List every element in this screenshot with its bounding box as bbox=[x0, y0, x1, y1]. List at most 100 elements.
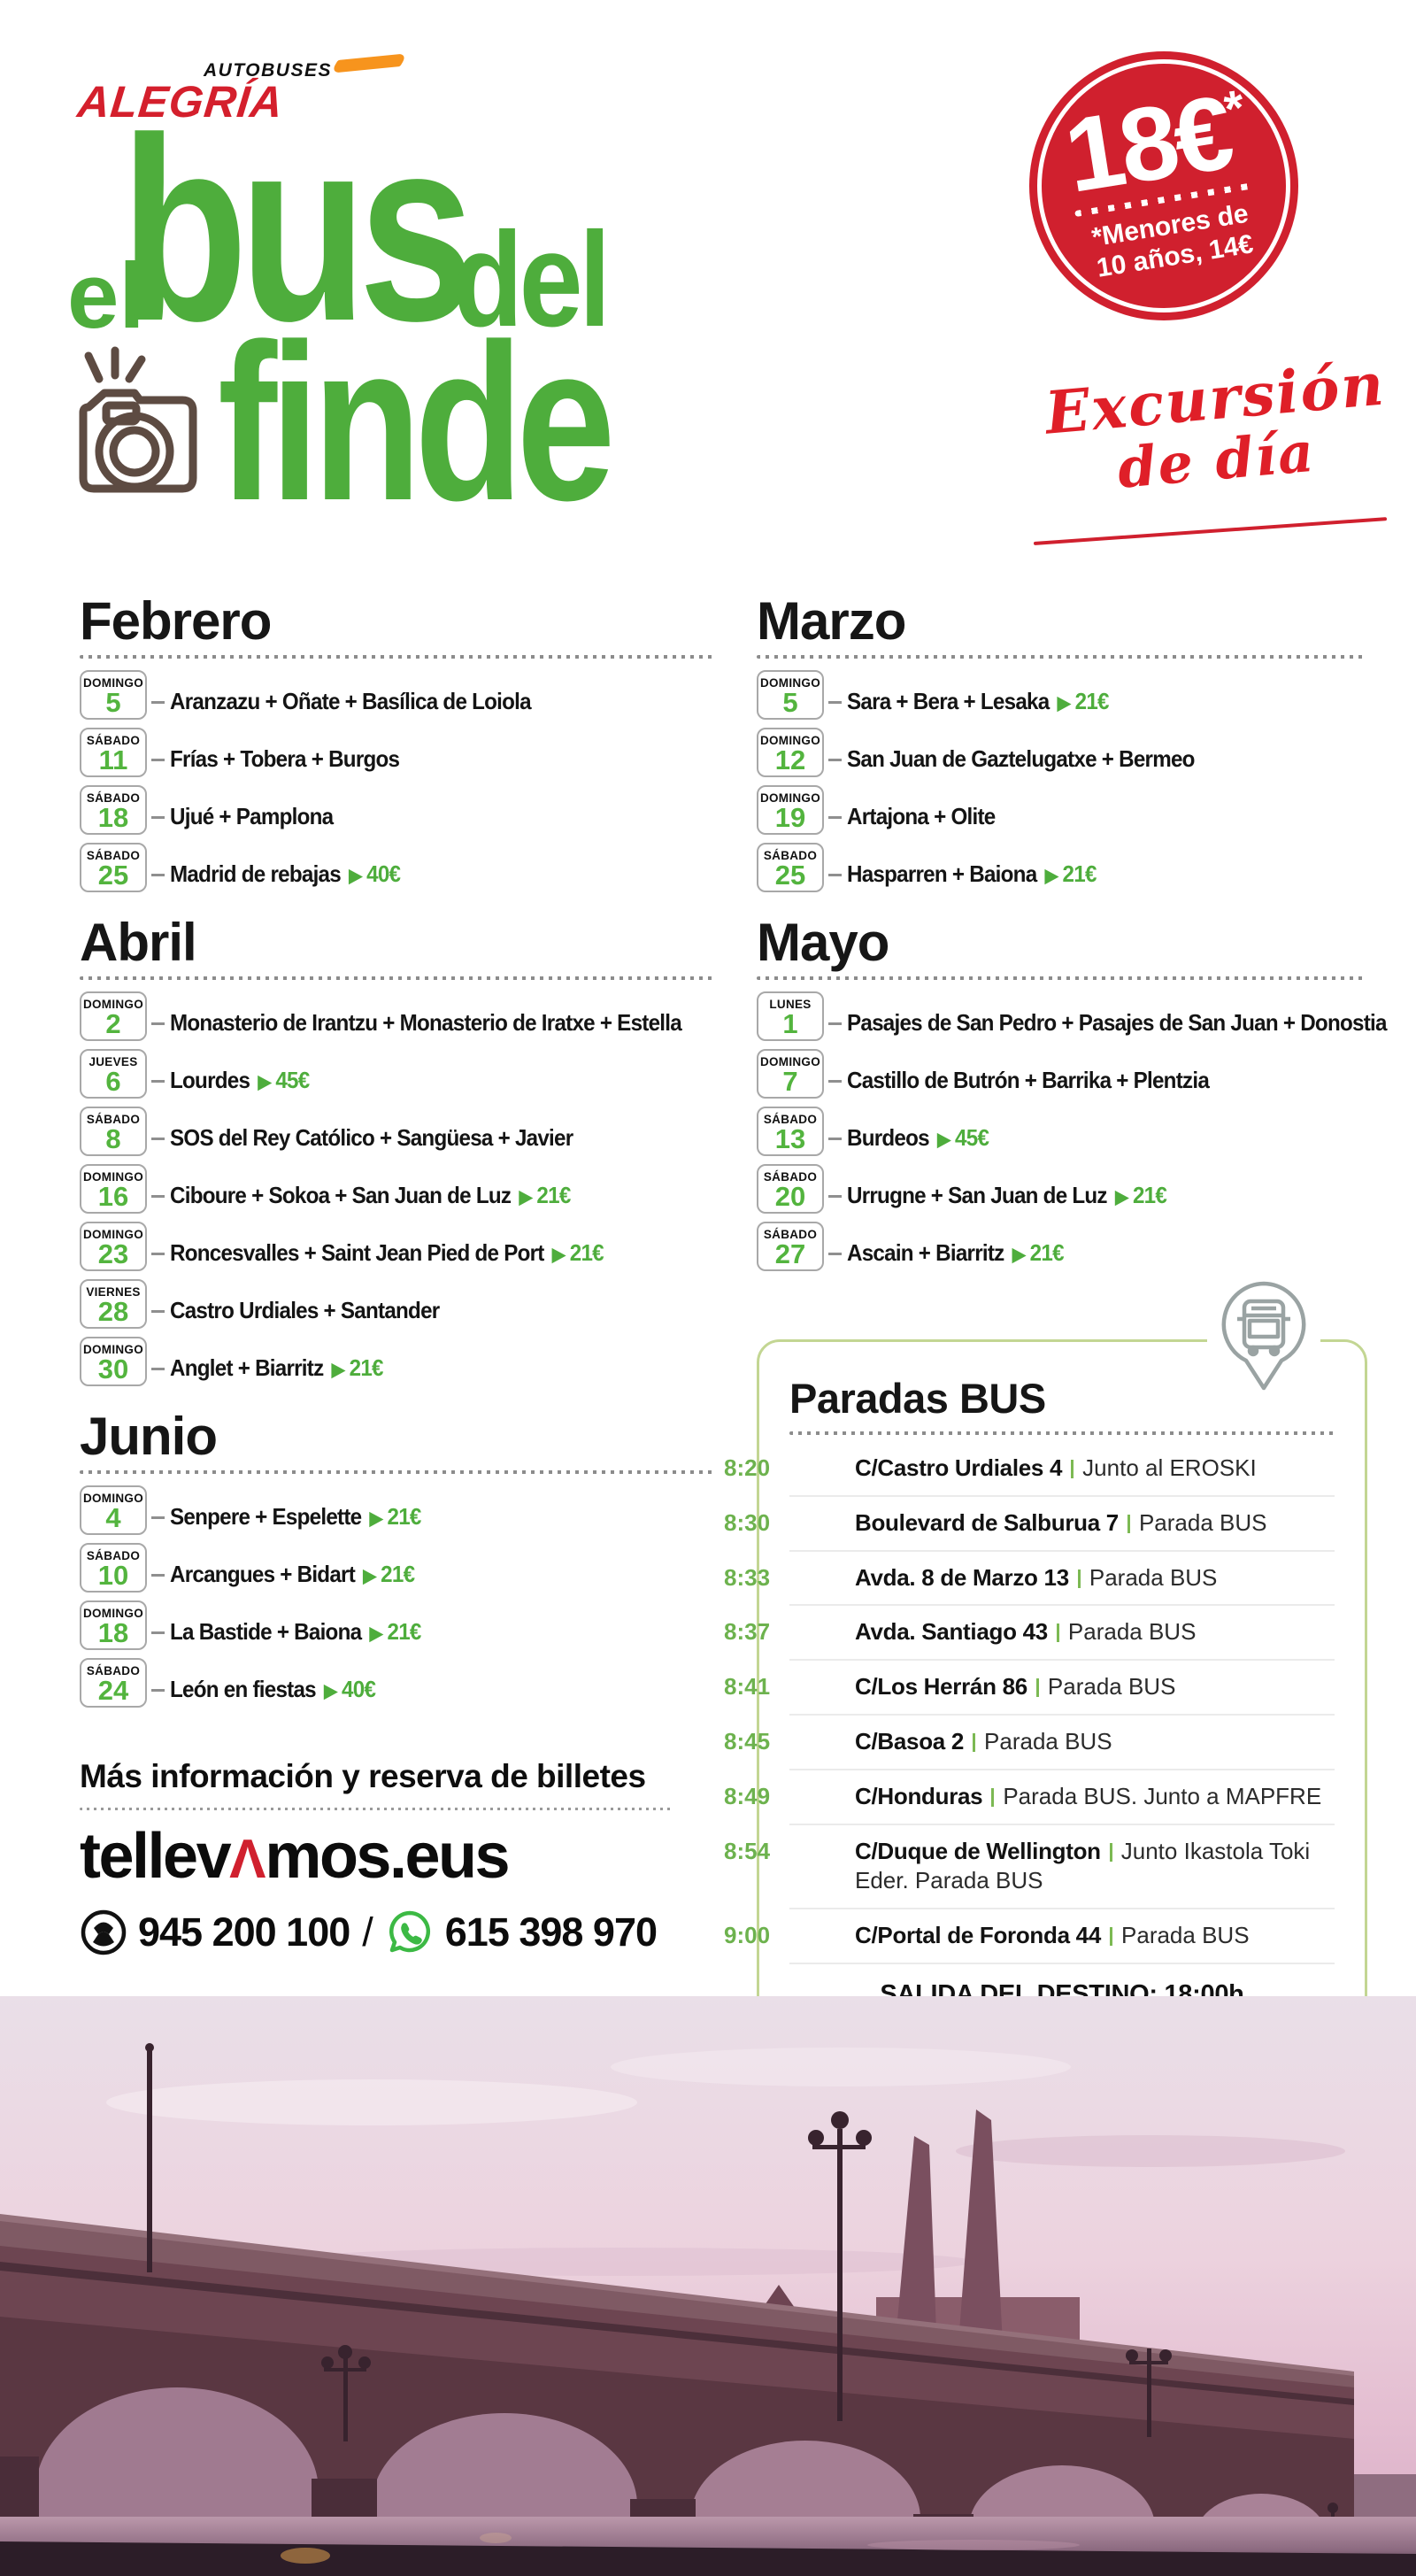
event-date-badge: VIERNES 28 bbox=[80, 1279, 147, 1329]
event-destination-text: Ascain + Biarritz bbox=[847, 1238, 1004, 1266]
event-row: DOMINGO 5 Aranzazu + Oñate + Basílica de… bbox=[80, 669, 717, 721]
event-day-label: SÁBADO bbox=[86, 791, 141, 805]
event-date-number: 7 bbox=[782, 1066, 798, 1097]
event-price: ▶ 21€ bbox=[355, 1560, 415, 1587]
event-date-badge: JUEVES 6 bbox=[80, 1049, 147, 1099]
event-row: SÁBADO 8 SOS del Rey Católico + Sangüesa… bbox=[80, 1106, 717, 1157]
event-row: SÁBADO 13 Burdeos ▶ 45€ bbox=[757, 1106, 1367, 1157]
stop-wrap: 8:54 C/Duque de Wellington Junto Ikastola … bbox=[724, 1837, 1335, 1897]
whatsapp-number[interactable]: 615 398 970 bbox=[444, 1909, 658, 1955]
event-connector bbox=[828, 700, 842, 704]
info-dotted-divider bbox=[80, 1808, 674, 1810]
event-connector bbox=[151, 1022, 165, 1025]
event-date-number: 8 bbox=[105, 1123, 121, 1154]
event-destination-text: SOS del Rey Católico + Sangüesa + Javier bbox=[170, 1123, 573, 1151]
event-date-badge: SÁBADO 24 bbox=[80, 1658, 147, 1708]
event-date-badge: DOMINGO 5 bbox=[80, 670, 147, 720]
paradas-card: Paradas BUS 8:20 C/Castro Urdiales 4 Junto… bbox=[724, 1276, 1367, 2048]
title-bus: bus bbox=[120, 83, 474, 375]
event-destination: Castro Urdiales + Santander bbox=[170, 1297, 440, 1324]
stop-row: 8:33 Avda. 8 de Marzo 13 Parada BUS bbox=[724, 1552, 1335, 1607]
event-day-label: SÁBADO bbox=[763, 1228, 818, 1241]
stop-time: 8:20 bbox=[724, 1454, 771, 1481]
event-row: DOMINGO 23 Roncesvalles + Saint Jean Pie… bbox=[80, 1221, 717, 1272]
month-events: DOMINGO 2 Monasterio de Irantzu + Monast… bbox=[80, 991, 717, 1387]
price-arrow-icon: ▶ bbox=[1057, 692, 1071, 713]
event-date-badge: DOMINGO 4 bbox=[80, 1485, 147, 1535]
event-row: SÁBADO 11 Frías + Tobera + Burgos bbox=[80, 727, 717, 778]
phone-number[interactable]: 945 200 100 bbox=[138, 1909, 350, 1955]
stop-separator-icon bbox=[1056, 1623, 1059, 1643]
bridge-photo bbox=[0, 1996, 1416, 2576]
stop-time: 8:49 bbox=[724, 1782, 771, 1809]
event-row: DOMINGO 12 San Juan de Gaztelugatxe + Be… bbox=[757, 727, 1367, 778]
stop-note: Parada BUS bbox=[984, 1727, 1112, 1755]
website-logo[interactable]: tellevΛmos.eus bbox=[80, 1824, 717, 1888]
lamp-posts bbox=[145, 2043, 1338, 2563]
event-destination-text: Ujué + Pamplona bbox=[170, 802, 334, 829]
event-day-label: DOMINGO bbox=[759, 676, 821, 690]
event-destination-text: Roncesvalles + Saint Jean Pied de Port bbox=[170, 1238, 544, 1266]
event-connector bbox=[151, 873, 165, 876]
event-price-value: 21€ bbox=[381, 1560, 415, 1587]
event-destination: Madrid de rebajas ▶ 40€ bbox=[170, 860, 401, 888]
event-date-number: 18 bbox=[97, 1617, 129, 1648]
info-heading: Más información y reserva de billetes bbox=[80, 1758, 646, 1794]
event-price-value: 21€ bbox=[349, 1354, 384, 1381]
event-date-number: 18 bbox=[97, 802, 129, 833]
event-row: DOMINGO 7 Castillo de Butrón + Barrika +… bbox=[757, 1048, 1367, 1099]
bridge-photo-art bbox=[0, 1996, 1416, 2576]
price-arrow-icon: ▶ bbox=[369, 1623, 383, 1644]
event-date-number: 19 bbox=[774, 802, 806, 833]
excursion-ribbon: Excursión de día bbox=[1043, 346, 1416, 506]
event-day-label: DOMINGO bbox=[82, 1492, 144, 1505]
stop-note: Parada BUS bbox=[1121, 1922, 1250, 1949]
stop-row: 8:45 C/Basoa 2 Parada BUS bbox=[724, 1716, 1335, 1770]
website-red-a: Λ bbox=[229, 1829, 266, 1890]
stop-separator-icon bbox=[1035, 1678, 1039, 1698]
event-connector bbox=[151, 1631, 165, 1634]
stop-wrap: 8:37 Avda. Santiago 43 Parada BUS bbox=[724, 1617, 1335, 1647]
badge-note-line2: 10 años, 14€ bbox=[1094, 228, 1256, 283]
title-del: del bbox=[453, 204, 611, 355]
stop-row: 8:20 C/Castro Urdiales 4 Junto al EROSKI bbox=[724, 1442, 1335, 1497]
website-suffix: mos.eus bbox=[265, 1821, 510, 1892]
cathedral-spire bbox=[956, 2109, 1004, 2379]
event-date-badge: DOMINGO 23 bbox=[80, 1222, 147, 1271]
event-price: ▶ 21€ bbox=[1036, 860, 1097, 887]
event-row: DOMINGO 16 Ciboure + Sokoa + San Juan de… bbox=[80, 1163, 717, 1215]
month-heading: Marzo bbox=[757, 591, 906, 651]
price-arrow-icon: ▶ bbox=[1115, 1186, 1128, 1207]
event-destination: Roncesvalles + Saint Jean Pied de Port ▶ 2… bbox=[170, 1239, 604, 1267]
event-date-number: 11 bbox=[98, 744, 128, 775]
event-destination: Urrugne + San Juan de Luz ▶ 21€ bbox=[847, 1182, 1167, 1209]
cathedral-spire bbox=[892, 2136, 938, 2379]
phone-separator: / bbox=[362, 1909, 373, 1955]
month-events: DOMINGO 5 Aranzazu + Oñate + Basílica de… bbox=[80, 669, 717, 893]
logo-swoosh-icon bbox=[330, 53, 408, 73]
month-section: Marzo DOMINGO 5 Sara + Bera + Lesaka ▶ 21€… bbox=[757, 595, 1367, 893]
event-date-number: 27 bbox=[774, 1238, 806, 1269]
event-destination: León en fiestas ▶ 40€ bbox=[170, 1676, 376, 1703]
event-row: SÁBADO 20 Urrugne + San Juan de Luz ▶ 21€ bbox=[757, 1163, 1367, 1215]
stop-separator-icon bbox=[991, 1787, 995, 1807]
event-destination: Pasajes de San Pedro + Pasajes de San Ju… bbox=[847, 1009, 1387, 1037]
event-destination-text: Burdeos bbox=[847, 1123, 930, 1151]
event-date-number: 28 bbox=[97, 1296, 129, 1327]
event-date-badge: SÁBADO 18 bbox=[80, 785, 147, 835]
month-heading: Febrero bbox=[80, 591, 272, 651]
event-price: ▶ 40€ bbox=[341, 860, 401, 887]
event-date-number: 16 bbox=[97, 1181, 129, 1212]
stop-row: 8:54 C/Duque de Wellington Junto Ikastola … bbox=[724, 1825, 1335, 1910]
event-price: ▶ 40€ bbox=[316, 1676, 376, 1702]
event-day-label: DOMINGO bbox=[82, 676, 144, 690]
month-section: Febrero DOMINGO 5 Aranzazu + Oñate + Bas… bbox=[80, 595, 717, 893]
event-date-badge: DOMINGO 16 bbox=[80, 1164, 147, 1214]
event-destination: La Bastide + Baiona ▶ 21€ bbox=[170, 1618, 421, 1646]
event-destination: Hasparren + Baiona ▶ 21€ bbox=[847, 860, 1097, 888]
event-destination: Arcangues + Bidart ▶ 21€ bbox=[170, 1560, 415, 1588]
event-destination-text: Arcangues + Bidart bbox=[170, 1560, 356, 1587]
stop-note: Parada BUS bbox=[1089, 1563, 1218, 1591]
event-day-label: SÁBADO bbox=[86, 1664, 141, 1677]
event-day-label: VIERNES bbox=[86, 1285, 141, 1299]
